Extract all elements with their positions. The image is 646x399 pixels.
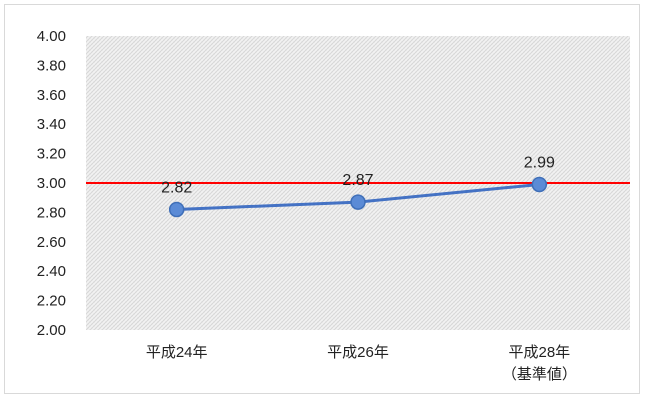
x-tick-label: 平成24年 — [146, 344, 208, 361]
data-label: 2.87 — [342, 172, 373, 189]
y-tick-label: 4.00 — [37, 28, 66, 45]
y-tick-label: 2.80 — [37, 204, 66, 221]
y-tick-label: 2.00 — [37, 322, 66, 339]
y-tick-label: 3.20 — [37, 146, 66, 163]
data-points — [168, 176, 548, 218]
data-point — [168, 201, 185, 218]
y-tick-label: 2.20 — [37, 293, 66, 310]
x-tick-label: 平成26年 — [327, 344, 389, 361]
data-label: 2.82 — [161, 179, 192, 196]
y-tick-label: 2.40 — [37, 263, 66, 280]
data-label: 2.99 — [524, 154, 555, 171]
x-tick-label: 平成28年（基準値） — [502, 344, 577, 383]
data-point — [350, 194, 366, 210]
y-tick-label: 3.00 — [37, 175, 66, 192]
y-tick-label: 3.80 — [37, 57, 66, 74]
y-tick-label: 2.60 — [37, 234, 66, 251]
y-tick-label: 3.60 — [37, 87, 66, 104]
data-labels: 2.82 2.87 2.99 — [161, 154, 555, 196]
data-point — [531, 176, 548, 193]
y-axis: 2.00 2.20 2.40 2.60 2.80 3.00 3.20 3.40 3.60 3.80… — [37, 28, 66, 339]
x-axis: 平成24年 平成26年 平成28年（基準値） — [146, 344, 577, 383]
y-tick-label: 3.40 — [37, 116, 66, 133]
